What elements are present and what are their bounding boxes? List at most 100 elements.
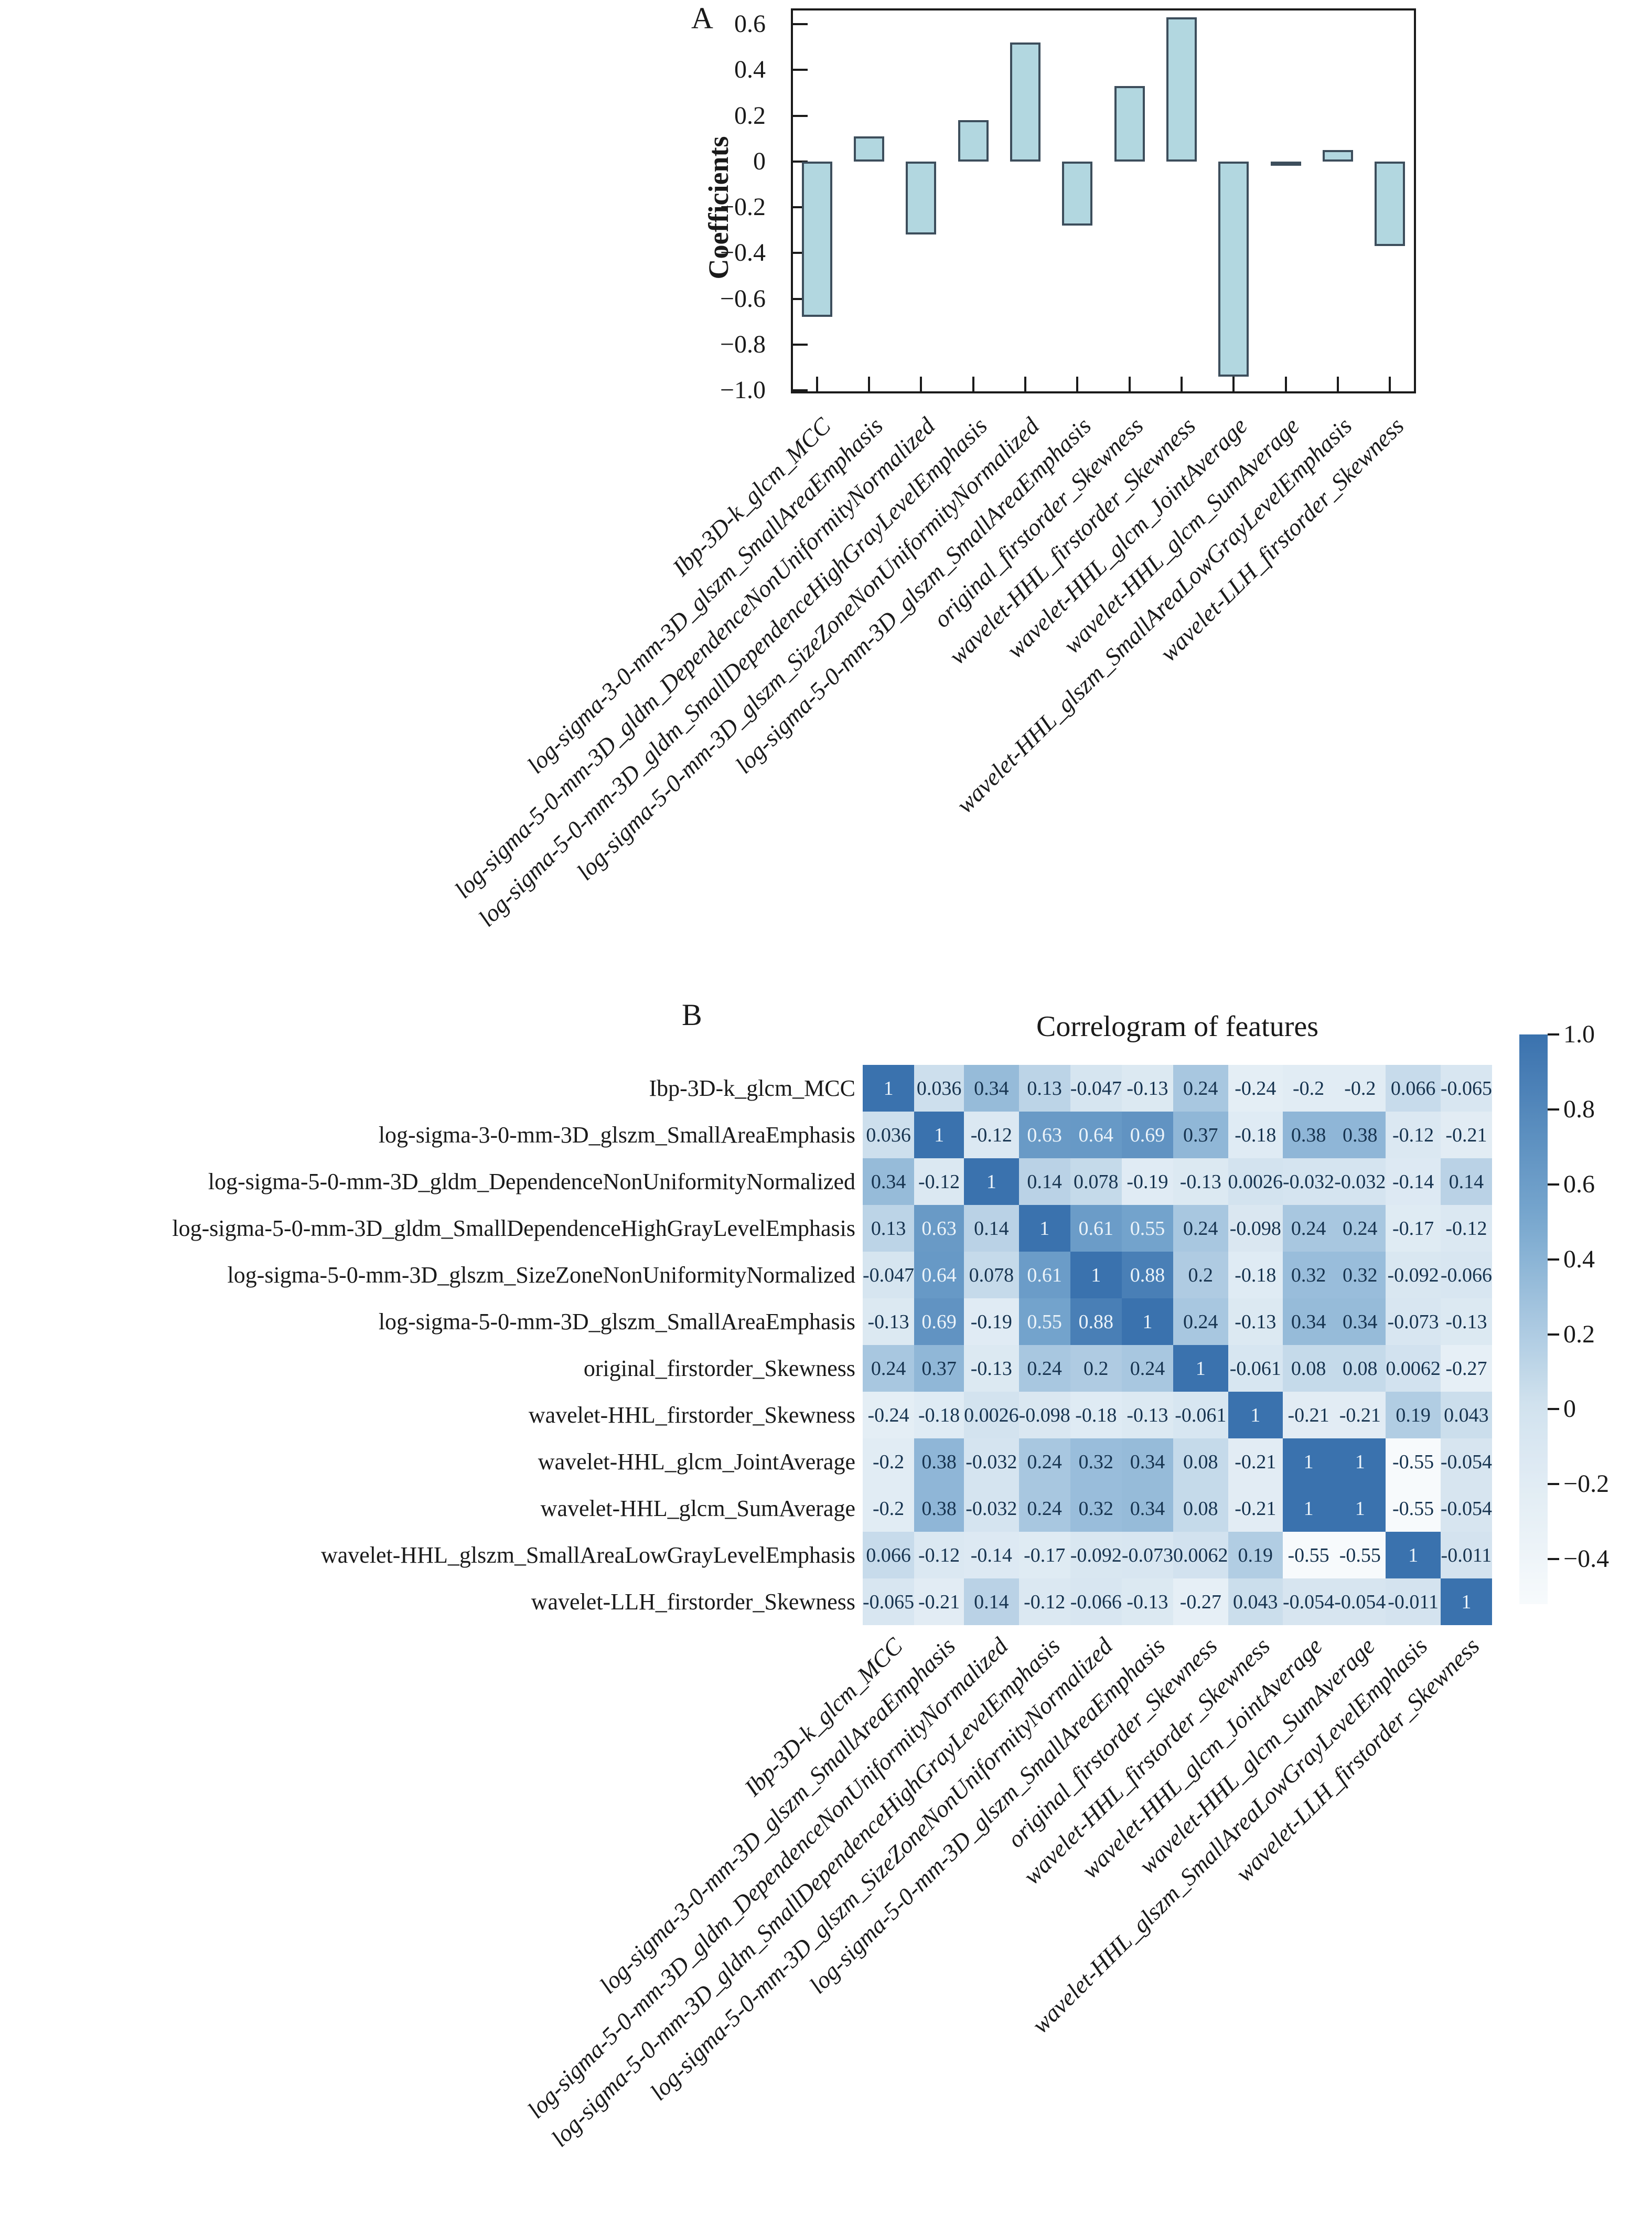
- heatmap-cell: -0.2: [1334, 1065, 1386, 1112]
- heatmap-cell-value: -0.2: [873, 1497, 905, 1520]
- heatmap-cell-value: 0.34: [974, 1077, 1009, 1100]
- heatmap-cell: 1: [1283, 1438, 1335, 1485]
- heatmap-cell: 0.38: [1334, 1112, 1386, 1158]
- heatmap-cell: 0.14: [1018, 1158, 1070, 1205]
- heatmap-cell-value: -0.054: [1440, 1497, 1492, 1520]
- heatmap-cell: 1: [1070, 1252, 1122, 1298]
- bar-log-sigma-5-0-mm-3D_gldm_SmallDependenceHighGrayLevelEmphasis: [958, 120, 989, 162]
- heatmap-row-label: wavelet-LLH_firstorder_Skewness: [531, 1588, 855, 1615]
- panel-a-xtick-mark: [1128, 377, 1131, 391]
- heatmap-cell-value: -0.13: [1179, 1170, 1221, 1193]
- heatmap-cell: 0.0062: [1173, 1532, 1228, 1578]
- heatmap-cell: -0.55: [1386, 1485, 1441, 1532]
- panel-a-ytick-mark: [793, 69, 808, 71]
- heatmap-cell: 0.24: [1173, 1298, 1228, 1345]
- heatmap-cell-value: 0.24: [1027, 1497, 1062, 1520]
- heatmap-cell: 0.88: [1121, 1252, 1174, 1298]
- panel-a-ytick-label: −0.8: [720, 330, 766, 358]
- heatmap-cell: -0.55: [1334, 1532, 1386, 1578]
- heatmap-cell-value: -0.21: [1288, 1404, 1329, 1426]
- heatmap-cell: 0.38: [914, 1485, 964, 1532]
- heatmap-cell-value: -0.032: [1283, 1170, 1335, 1193]
- heatmap-cell: 0.08: [1334, 1345, 1386, 1392]
- heatmap-cell: 0.14: [1440, 1158, 1492, 1205]
- heatmap-cell: 0.24: [1121, 1345, 1174, 1392]
- heatmap-cell-value: -0.011: [1441, 1544, 1492, 1566]
- heatmap-cell-value: -0.13: [1127, 1077, 1168, 1100]
- heatmap-cell-value: 0.2: [1084, 1357, 1109, 1380]
- heatmap-cell: -0.18: [914, 1392, 964, 1438]
- heatmap-cell: 0.043: [1228, 1578, 1283, 1625]
- heatmap-cell: -0.13: [1121, 1392, 1174, 1438]
- heatmap-cell: 0.34: [1121, 1438, 1174, 1485]
- heatmap-cell: -0.073: [1386, 1298, 1441, 1345]
- heatmap-cell: 0.2: [1070, 1345, 1122, 1392]
- heatmap-cell-value: 0.0026: [1228, 1170, 1283, 1193]
- heatmap-cell: -0.011: [1440, 1532, 1492, 1578]
- heatmap-cell-value: -0.047: [1070, 1077, 1122, 1100]
- heatmap-cell-value: -0.21: [918, 1591, 960, 1613]
- heatmap-cell: -0.092: [1070, 1532, 1122, 1578]
- heatmap-cell-value: -0.098: [1229, 1217, 1281, 1240]
- panel-a-ytick-label: −0.4: [720, 239, 766, 267]
- heatmap-cell: 0.0026: [964, 1392, 1019, 1438]
- heatmap-cell-value: 1: [1303, 1497, 1314, 1520]
- heatmap-cell-value: 1: [1142, 1310, 1153, 1333]
- heatmap-cell: 0.036: [863, 1112, 915, 1158]
- heatmap-cell-value: -0.2: [873, 1450, 905, 1473]
- heatmap-cell: -0.21: [1334, 1392, 1386, 1438]
- heatmap-cell-value: -0.073: [1121, 1544, 1174, 1566]
- heatmap-cell-value: -0.19: [970, 1310, 1012, 1333]
- heatmap-cell: 0.24: [863, 1345, 915, 1392]
- heatmap-cell: -0.27: [1173, 1578, 1228, 1625]
- heatmap-cell: -0.12: [964, 1112, 1019, 1158]
- panel-a-ytick-mark: [793, 252, 808, 254]
- heatmap-cell-value: 0.61: [1027, 1264, 1062, 1286]
- heatmap-cell-value: -0.066: [1440, 1264, 1492, 1286]
- heatmap-cell: -0.13: [863, 1298, 915, 1345]
- heatmap-cell-value: 1: [1195, 1357, 1206, 1380]
- heatmap-cell-value: 0.38: [921, 1450, 957, 1473]
- heatmap-cell: 1: [1283, 1485, 1335, 1532]
- heatmap-cell: -0.061: [1173, 1392, 1228, 1438]
- heatmap-cell: 0.043: [1440, 1392, 1492, 1438]
- heatmap-cell-value: 0.34: [1130, 1450, 1165, 1473]
- heatmap-row-label: log-sigma-3-0-mm-3D_glszm_SmallAreaEmpha…: [378, 1122, 855, 1148]
- heatmap-cell: 0.24: [1018, 1345, 1070, 1392]
- panel-a-xtick-label: log-sigma-3-0-mm-3D_glszm_SmallAreaEmpha…: [522, 412, 888, 779]
- heatmap-cell: -0.065: [1440, 1065, 1492, 1112]
- heatmap-cell-value: 0.63: [1027, 1124, 1062, 1146]
- panel-a-ytick-label: −0.2: [720, 193, 766, 221]
- heatmap-cell-value: -0.12: [1024, 1591, 1066, 1613]
- heatmap-cell-value: 0.066: [866, 1544, 911, 1566]
- heatmap-cell: 0.066: [1386, 1065, 1441, 1112]
- heatmap-cell-value: -0.24: [1235, 1077, 1276, 1100]
- heatmap-row-label: wavelet-HHL_glszm_SmallAreaLowGrayLevelE…: [320, 1542, 855, 1568]
- colorbar-tick-mark: [1548, 1033, 1559, 1036]
- heatmap-cell: -0.054: [1283, 1578, 1335, 1625]
- heatmap-cell-value: 0.24: [1343, 1217, 1378, 1240]
- heatmap-cell-value: -0.032: [966, 1497, 1017, 1520]
- heatmap-cell-value: 0.37: [1183, 1124, 1218, 1146]
- colorbar-tick-label: 1.0: [1563, 1020, 1595, 1048]
- heatmap-cell: -0.24: [1228, 1065, 1283, 1112]
- heatmap-cell: 0.24: [1173, 1065, 1228, 1112]
- heatmap-cell: -0.14: [1386, 1158, 1441, 1205]
- heatmap-col-label: log-sigma-5-0-mm-3D_gldm_SmallDependence…: [546, 1632, 1066, 2152]
- colorbar-tick-mark: [1548, 1108, 1559, 1111]
- panel-a-ytick-mark: [793, 23, 808, 25]
- heatmap-cell-value: -0.18: [918, 1404, 960, 1426]
- heatmap-cell-value: -0.55: [1288, 1544, 1329, 1566]
- heatmap-cell-value: 0.24: [1027, 1450, 1062, 1473]
- heatmap-cell: 1: [1018, 1205, 1070, 1252]
- heatmap-cell: -0.12: [914, 1532, 964, 1578]
- bar-wavelet-LLH_firstorder_Skewness: [1375, 161, 1406, 247]
- panel-a-xtick-mark: [1284, 377, 1287, 391]
- heatmap-cell-value: -0.098: [1018, 1404, 1070, 1426]
- heatmap-cell: 0.24: [1018, 1485, 1070, 1532]
- heatmap-cell: -0.12: [914, 1158, 964, 1205]
- heatmap-col-label: log-sigma-3-0-mm-3D_glszm_SmallAreaEmpha…: [594, 1632, 961, 1999]
- heatmap-cell-value: -0.18: [1235, 1124, 1276, 1146]
- heatmap-cell-value: -0.054: [1440, 1450, 1492, 1473]
- heatmap-cell-value: -0.21: [1235, 1450, 1276, 1473]
